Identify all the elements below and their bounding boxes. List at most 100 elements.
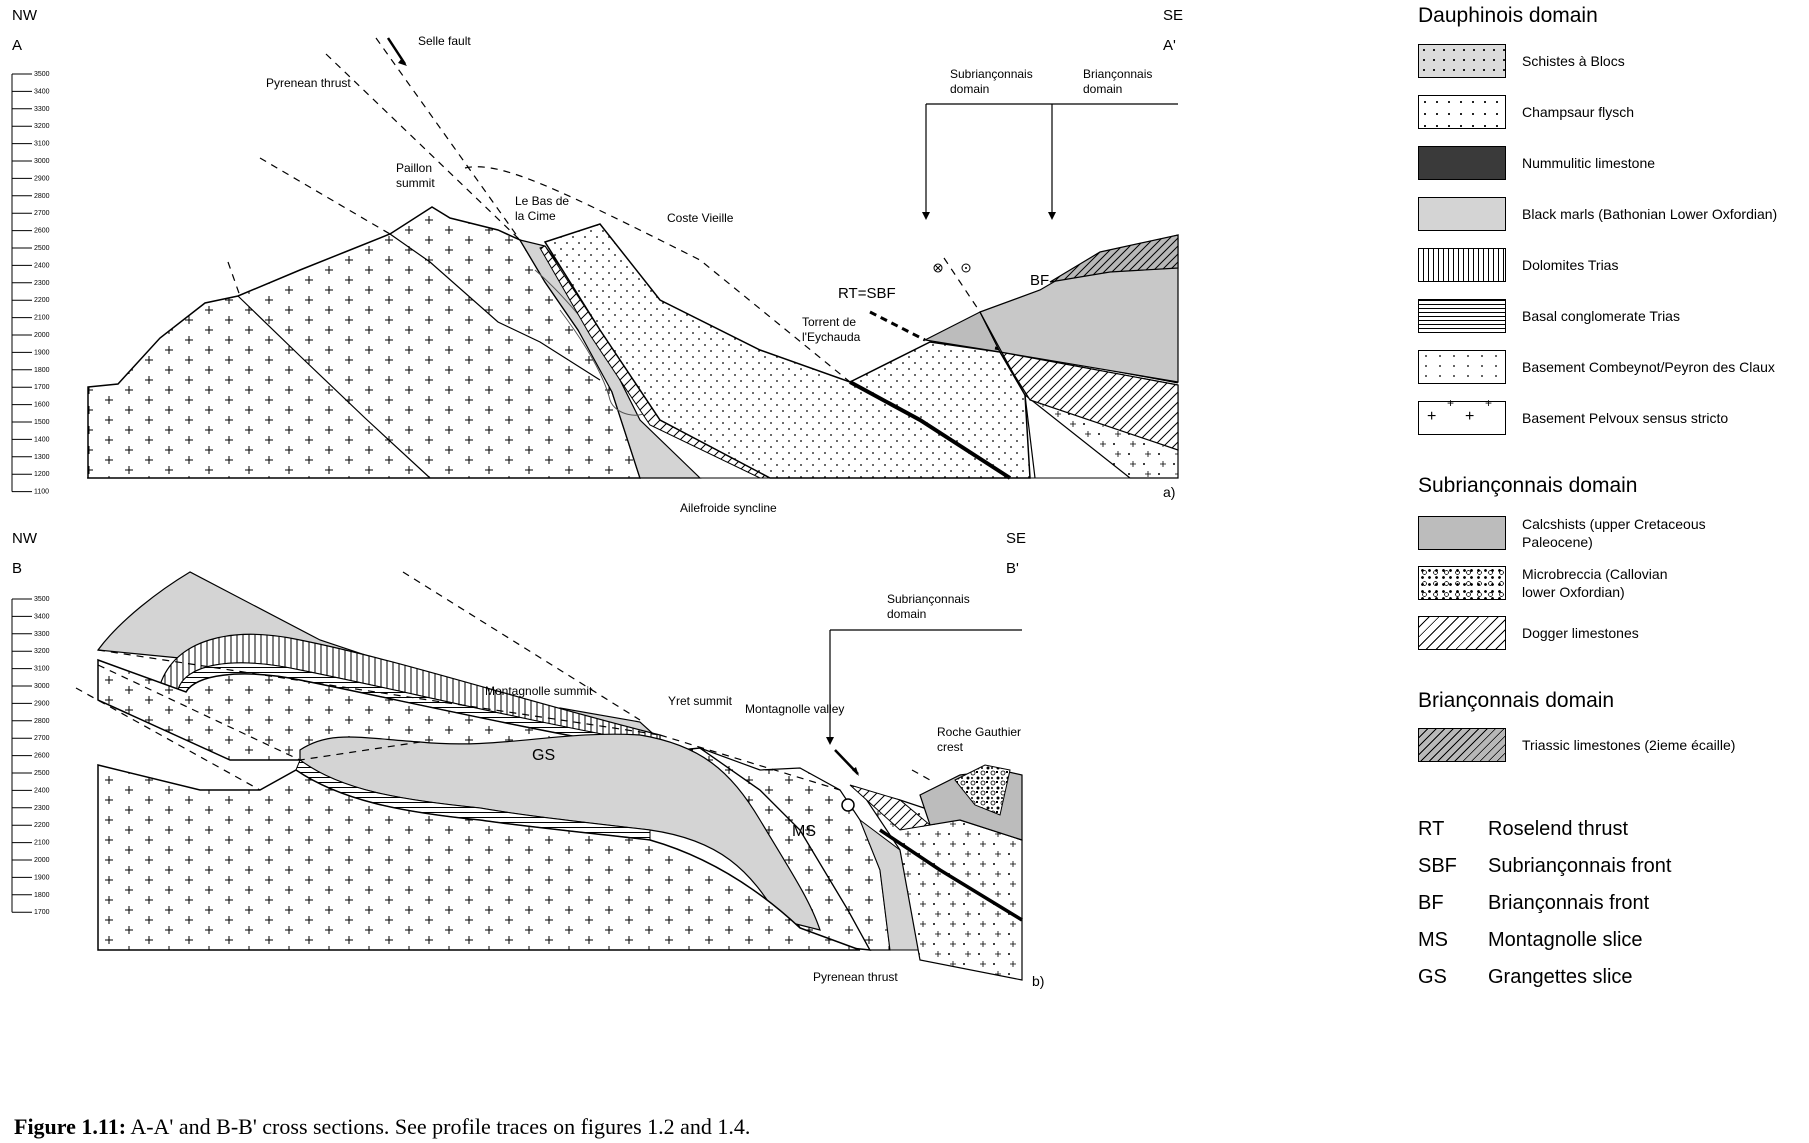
scale-tick-label: 3500 (34, 596, 50, 603)
legend-label: Dolomites Trias (1522, 257, 1619, 273)
label-torrent-2: l'Eychauda (802, 330, 861, 344)
section-b-se: SE (1006, 530, 1026, 547)
swatch-dolomites (1418, 248, 1506, 282)
section-a-se: SE (1163, 7, 1183, 24)
abbr-sbf: SBF Subriançonnais front (1418, 855, 1672, 877)
scale-tick-label: 1700 (34, 384, 50, 391)
legend-label: Nummulitic limestone (1522, 155, 1656, 171)
scale-tick-label: 2900 (34, 175, 50, 182)
swatch-conglomerate (1418, 299, 1506, 333)
scale-tick-label: 1700 (34, 909, 50, 916)
scale-tick-label: 2000 (34, 332, 50, 339)
scale-tick-label: 1900 (34, 349, 50, 356)
label-gs: GS (532, 747, 555, 764)
legend-dauphinois-title: Dauphinois domain (1418, 4, 1598, 27)
scale-tick-label: 3500 (34, 71, 50, 78)
label-montagnolle-summit: Montagnolle summit (485, 684, 593, 698)
fault-motion-symbols (933, 263, 971, 273)
label-sub-domain-a-2: domain (950, 82, 989, 96)
section-a-nw: NW (12, 7, 38, 24)
label-bri-domain-2: domain (1083, 82, 1122, 96)
scale-tick-label: 3000 (34, 158, 50, 165)
scale-tick-label: 2700 (34, 210, 50, 217)
legend-item-conglomerate: Basal conglomerate Trias (1418, 299, 1680, 333)
label-bf: BF (1030, 272, 1049, 289)
label-bas-2: la Cime (515, 209, 556, 223)
abbr-gs: GS Grangettes slice (1418, 966, 1633, 988)
swatch-black-marls (1418, 197, 1506, 231)
scale-tick-label: 1400 (34, 436, 50, 443)
label-bas-1: Le Bas de (515, 194, 569, 208)
section-a-start: A (12, 37, 22, 54)
scale-tick-label: 2400 (34, 262, 50, 269)
legend-label: Black marls (Bathonian Lower Oxfordian) (1522, 206, 1778, 222)
swatch-champsaur (1418, 95, 1506, 129)
legend-item-black-marls: Black marls (Bathonian Lower Oxfordian) (1418, 197, 1777, 231)
label-yret-summit: Yret summit (668, 694, 733, 708)
scale-tick-label: 2100 (34, 315, 50, 322)
legend-item-calcshists: Calcshists (upper Cretaceous Paleocene) (1418, 515, 1706, 551)
scale-tick-label: 3300 (34, 631, 50, 638)
label-ailefroide-syncline: Ailefroide syncline (680, 501, 777, 515)
abbr-ms: MS Montagnolle slice (1418, 929, 1643, 951)
swatch-combeynot (1418, 350, 1506, 384)
scale-tick-label: 2300 (34, 805, 50, 812)
combeynot-basement-b (858, 789, 1023, 981)
scale-tick-label: 1800 (34, 367, 50, 374)
label-ms: MS (792, 823, 816, 840)
legend-label: Basal conglomerate Trias (1522, 308, 1680, 324)
scale-tick-label: 2700 (34, 735, 50, 742)
swatch-dogger (1418, 616, 1506, 650)
swatch-triassic (1418, 728, 1506, 762)
label-rt-sbf: RT=SBF (838, 285, 896, 302)
legend-label: Dogger limestones (1522, 625, 1639, 641)
legend-label: Basement Combeynot/Peyron des Claux (1522, 359, 1775, 375)
triassic-limestones-a (1049, 234, 1179, 283)
label-coste-vieille: Coste Vieille (667, 211, 734, 225)
abbr-bf: BF Briançonnais front (1418, 892, 1650, 914)
scale-tick-label: 3100 (34, 141, 50, 148)
label-sub-domain-b-1: Subriançonnais (887, 592, 970, 606)
legend-item-triassic: Triassic limestones (2ieme écaille) (1418, 728, 1735, 762)
label-pyrenean-thrust-a: Pyrenean thrust (266, 76, 351, 90)
scale-tick-label: 2800 (34, 193, 50, 200)
legend-label: Triassic limestones (2ieme écaille) (1522, 737, 1736, 753)
legend-item-champsaur: Champsaur flysch (1418, 95, 1634, 129)
scale-tick-label: 2400 (34, 787, 50, 794)
scale-tick-label: 2500 (34, 245, 50, 252)
scale-tick-label: 2100 (34, 840, 50, 847)
scale-tick-label: 3200 (34, 123, 50, 130)
scale-tick-label: 2200 (34, 822, 50, 829)
label-sub-domain-b-2: domain (887, 607, 926, 621)
caption-text: A-A' and B-B' cross sections. See profil… (126, 1114, 751, 1139)
section-b-nw: NW (12, 530, 38, 547)
label-selle-fault: Selle fault (418, 34, 471, 48)
section-a-end: A' (1163, 37, 1176, 54)
scale-tick-label: 2300 (34, 280, 50, 287)
section-b: NW B SE B' 3500 3400 3300 3200 3100 3000 2900 2… (11, 530, 1044, 989)
scale-tick-label: 2000 (34, 857, 50, 864)
elevation-scale-b: 3500 3400 3300 3200 3100 3000 2900 2800 2700 2600… (11, 596, 50, 916)
section-b-start: B (12, 560, 22, 577)
label-sub-domain-a-1: Subriançonnais (950, 67, 1033, 81)
label-paillon-2: summit (396, 176, 435, 190)
scale-tick-label: 1600 (34, 402, 50, 409)
label-torrent-1: Torrent de (802, 315, 856, 329)
legend-label: Schistes à Blocs (1522, 53, 1625, 69)
legend-subbrianconnais-title: Subriançonnais domain (1418, 474, 1638, 497)
label-montagnolle-valley: Montagnolle valley (745, 702, 844, 716)
legend-item-pelvoux: + + + + Basement Pelvoux sensus stricto (1418, 396, 1728, 435)
swatch-pelvoux: + + + + (1418, 396, 1506, 435)
scale-tick-label: 1500 (34, 419, 50, 426)
scale-tick-label: 1200 (34, 471, 50, 478)
label-paillon-1: Paillon (396, 161, 432, 175)
legend-item-dolomites: Dolomites Trias (1418, 248, 1618, 282)
label-bri-domain-1: Briançonnais (1083, 67, 1152, 81)
scale-tick-label: 2600 (34, 753, 50, 760)
scale-tick-label: 1300 (34, 454, 50, 461)
legend-label: Microbreccia (Callovian lower Oxfordian) (1522, 566, 1668, 600)
legend-label: Champsaur flysch (1522, 104, 1635, 120)
scale-tick-label: 1800 (34, 892, 50, 899)
swatch-schistes (1418, 44, 1506, 78)
